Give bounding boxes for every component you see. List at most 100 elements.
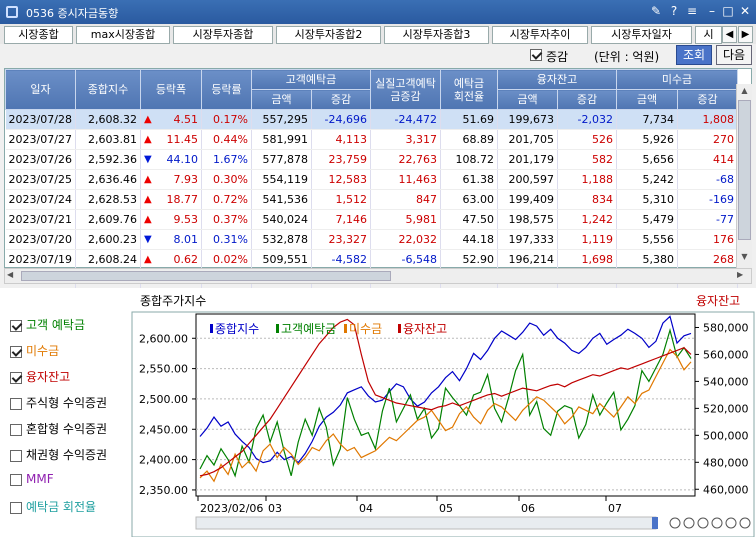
close-icon[interactable]: ✕ — [739, 4, 751, 18]
cell-depd: 1,512 — [311, 189, 371, 210]
legend-checkbox[interactable] — [10, 423, 22, 436]
col-date[interactable]: 일자 — [5, 69, 76, 110]
col-margin-diff[interactable]: 증감 — [557, 89, 617, 110]
chart-scrollbar[interactable] — [195, 516, 657, 530]
legend-option-label: 융자잔고 — [26, 370, 71, 384]
hscroll-right-icon[interactable]: ▶ — [737, 270, 744, 279]
legend-checkbox[interactable] — [10, 501, 22, 514]
legend-checkbox[interactable] — [10, 345, 22, 358]
cell-change: ▲ 7.93 — [140, 169, 202, 190]
cell-change: ▲ 9.53 — [140, 209, 202, 230]
legend-option-1[interactable]: 미수금 — [10, 342, 59, 359]
zoom-fit-icon[interactable] — [711, 517, 723, 529]
left-tick-label: 2,500.00 — [139, 393, 188, 406]
minimize-icon[interactable]: – — [709, 4, 715, 18]
query-button[interactable]: 조회 — [676, 45, 712, 65]
settings-icon[interactable] — [739, 517, 751, 529]
col-receivable[interactable]: 미수금 — [616, 69, 738, 90]
zoom-in-icon[interactable] — [669, 517, 681, 529]
hscroll-thumb[interactable] — [21, 271, 391, 281]
table-row[interactable]: 2023/07/24 2,628.53 ▲ 18.77 0.72% 541,536 1,51… — [5, 189, 738, 210]
cell-index: 2,603.81 — [75, 129, 141, 150]
chart-left-title: 종합주가지수 — [140, 294, 206, 308]
maximize-icon[interactable]: □ — [722, 4, 734, 18]
scroll-thumb[interactable] — [738, 100, 751, 240]
col-index[interactable]: 종합지수 — [75, 69, 141, 110]
up-arrow-icon: ▲ — [144, 114, 152, 125]
cell-index: 2,628.53 — [75, 189, 141, 210]
zoom-out-icon[interactable] — [683, 517, 695, 529]
tab-market-invest-summary2[interactable]: 시장투자종합2 — [276, 26, 381, 44]
legend-option-4[interactable]: 혼합형 수익증권 — [10, 420, 107, 437]
table-row[interactable]: 2023/07/21 2,609.76 ▲ 9.53 0.37% 540,024 7,146… — [5, 209, 738, 230]
legend-checkbox[interactable] — [10, 371, 22, 384]
tab-prev-icon[interactable]: ◀ — [722, 26, 737, 43]
tab-market-summary[interactable]: 시장종합 — [4, 26, 73, 44]
chart-scroll-handle[interactable] — [652, 517, 658, 529]
vertical-scrollbar[interactable]: ▲ ▼ — [736, 84, 752, 268]
hscroll-left-icon[interactable]: ◀ — [7, 270, 14, 279]
cell-recd: 1,808 — [677, 109, 738, 130]
cell-index: 2,636.46 — [75, 169, 141, 190]
up-arrow-icon: ▲ — [144, 214, 152, 225]
table-row[interactable]: 2023/07/27 2,603.81 ▲ 11.45 0.44% 581,991 4,11… — [5, 129, 738, 150]
legend-option-7[interactable]: 예탁금 회전율 — [10, 498, 96, 515]
col-deposit[interactable]: 고객예탁금 — [251, 69, 371, 90]
unit-label: (단위 : 억원) — [594, 50, 660, 64]
col-rec-diff[interactable]: 증감 — [677, 89, 738, 110]
table-row[interactable]: 2023/07/25 2,636.46 ▲ 7.93 0.30% 554,119 12,58… — [5, 169, 738, 190]
tab-more[interactable]: 시 — [695, 26, 722, 44]
col-change[interactable]: 등락폭 — [140, 69, 202, 110]
cell-mar: 197,333 — [497, 229, 558, 250]
table-row[interactable]: 2023/07/19 2,608.24 ▲ 0.62 0.02% 509,551 -4,58… — [5, 249, 738, 270]
scroll-up-icon[interactable]: ▲ — [741, 86, 748, 95]
cell-real: 22,763 — [370, 149, 441, 170]
cell-mard: 1,242 — [557, 209, 617, 230]
tab-max-market-summary[interactable]: max시장종합 — [76, 26, 170, 44]
col-deposit-diff[interactable]: 증감 — [311, 89, 371, 110]
col-turnover[interactable]: 예탁금회전율 — [440, 69, 498, 110]
next-button[interactable]: 다음 — [716, 45, 752, 65]
cell-dep: 541,536 — [251, 189, 312, 210]
zoom-reset-icon[interactable] — [697, 517, 709, 529]
legend-checkbox[interactable] — [10, 397, 22, 410]
tab-market-invest-summary3[interactable]: 시장투자종합3 — [384, 26, 489, 44]
col-rec-amount[interactable]: 금액 — [616, 89, 678, 110]
cell-rec: 5,242 — [616, 169, 678, 190]
cell-mard: 834 — [557, 189, 617, 210]
scroll-down-icon[interactable]: ▼ — [741, 252, 748, 261]
cell-depd: -4,582 — [311, 249, 371, 270]
cell-turn: 61.38 — [440, 169, 498, 190]
cell-rec: 5,479 — [616, 209, 678, 230]
legend-option-6[interactable]: MMF — [10, 472, 54, 486]
legend-checkbox[interactable] — [10, 449, 22, 462]
tab-market-invest-trend[interactable]: 시장투자추이 — [492, 26, 588, 44]
table-row[interactable]: 2023/07/20 2,600.23 ▼ 8.01 0.31% 532,878 23,32… — [5, 229, 738, 250]
table-row[interactable]: 2023/07/26 2,592.36 ▼ 44.10 1.67% 577,878 23,7… — [5, 149, 738, 170]
tab-market-invest-date[interactable]: 시장투자일자 — [591, 26, 692, 44]
legend-checkbox[interactable] — [10, 319, 22, 332]
legend-checkbox[interactable] — [10, 473, 22, 486]
col-real-deposit[interactable]: 실질고객예탁금증감 — [370, 69, 441, 110]
legend-option-2[interactable]: 융자잔고 — [10, 368, 70, 385]
table-row[interactable]: 2023/07/28 2,608.32 ▲ 4.51 0.17% 557,295 -24,6… — [5, 109, 738, 130]
series-line-3 — [199, 318, 692, 477]
help-icon[interactable]: ? — [670, 4, 678, 18]
menu-icon[interactable]: ≡ — [686, 4, 698, 18]
zoom-select-icon[interactable] — [725, 517, 737, 529]
legend-option-3[interactable]: 주식형 수익증권 — [10, 394, 107, 411]
up-arrow-icon: ▲ — [144, 254, 152, 265]
legend-option-5[interactable]: 채권형 수익증권 — [10, 446, 107, 463]
tab-next-icon[interactable]: ▶ — [738, 26, 753, 43]
cell-index: 2,608.32 — [75, 109, 141, 130]
pin-icon[interactable]: ✎ — [650, 4, 662, 18]
change-checkbox[interactable] — [530, 49, 542, 61]
col-deposit-amount[interactable]: 금액 — [251, 89, 312, 110]
col-rate[interactable]: 등락률 — [201, 69, 252, 110]
tab-market-invest-summary[interactable]: 시장투자종합 — [173, 26, 273, 44]
left-tick-label: 2,450.00 — [139, 423, 188, 436]
legend-option-0[interactable]: 고객 예탁금 — [10, 316, 85, 333]
col-margin-amount[interactable]: 금액 — [497, 89, 558, 110]
col-margin[interactable]: 융자잔고 — [497, 69, 617, 90]
horizontal-scrollbar[interactable]: ◀ ▶ — [4, 268, 752, 284]
